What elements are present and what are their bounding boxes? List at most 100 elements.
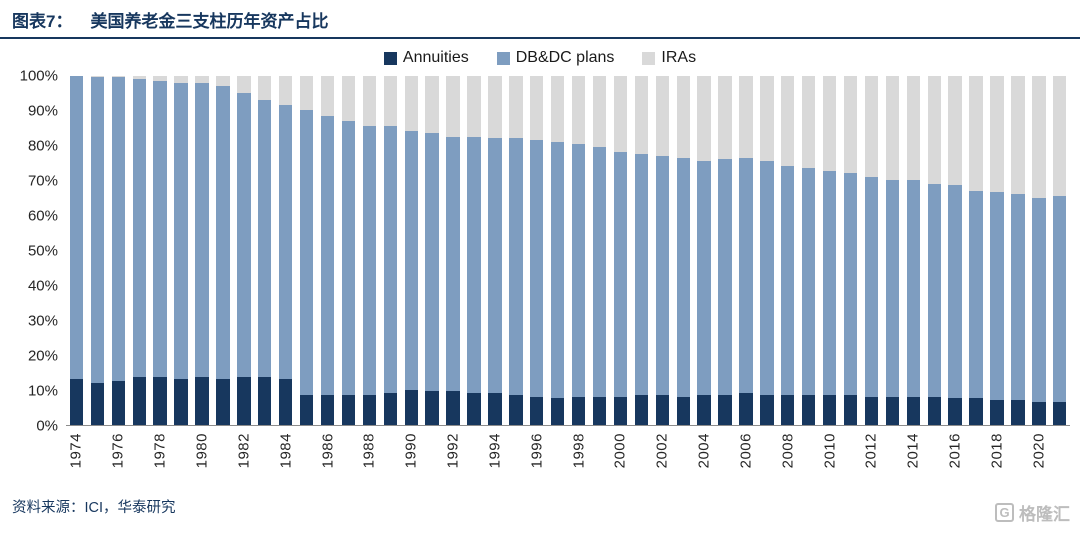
bar-segment-db-dc-plans	[216, 85, 230, 380]
stacked-bar	[425, 75, 439, 425]
bar-segment-iras	[467, 75, 481, 137]
bar-segment-db-dc-plans	[969, 190, 983, 399]
bar-column	[736, 75, 757, 425]
bar-segment-db-dc-plans	[404, 131, 418, 390]
stacked-bar	[320, 75, 335, 425]
bar-column	[212, 75, 233, 425]
x-tick: 1990	[401, 426, 422, 490]
chart-number-label: 图表7：	[12, 12, 73, 31]
bar-segment-iras	[278, 75, 293, 106]
bar-segment-db-dc-plans	[864, 176, 879, 397]
bar-segment-db-dc-plans	[655, 155, 669, 395]
legend-label: IRAs	[661, 49, 697, 66]
bar-column	[777, 75, 798, 425]
x-tick: 2006	[736, 426, 757, 490]
bar-segment-iras	[174, 75, 188, 83]
stacked-bar	[488, 75, 502, 425]
bar-segment-iras	[216, 75, 230, 86]
bar-segment-db-dc-plans	[697, 161, 711, 395]
bar-column	[840, 75, 861, 425]
bar-segment-iras	[509, 75, 523, 139]
x-tick	[798, 426, 819, 490]
bar-segment-iras	[739, 75, 753, 158]
bar-column	[150, 75, 171, 425]
bar-segment-db-dc-plans	[467, 136, 481, 394]
bar-segment-annuities	[843, 394, 858, 425]
bar-column	[317, 75, 338, 425]
bar-segment-annuities	[153, 377, 167, 425]
bar-column	[108, 75, 129, 425]
y-tick-label: 60%	[27, 207, 58, 224]
bar-segment-annuities	[634, 394, 649, 425]
stacked-bar	[258, 75, 272, 425]
y-tick-label: 90%	[27, 102, 58, 119]
x-tick-label: 2004	[695, 432, 713, 468]
y-tick-label: 0%	[36, 417, 58, 434]
bar-segment-annuities	[948, 398, 962, 425]
x-tick-label: 2014	[904, 432, 922, 468]
legend-item: Annuities	[383, 49, 469, 67]
bar-column	[275, 75, 296, 425]
stacked-bar	[362, 75, 377, 425]
x-tick: 1994	[484, 426, 505, 490]
x-tick: 2014	[903, 426, 924, 490]
bar-segment-iras	[530, 75, 544, 141]
x-tick	[756, 426, 777, 490]
bar-segment-iras	[362, 75, 377, 127]
bar-column	[945, 75, 966, 425]
x-tick-label: 2006	[737, 432, 755, 468]
legend-swatch-icon	[642, 51, 656, 65]
bar-segment-annuities	[990, 400, 1004, 425]
bar-segment-annuities	[655, 394, 669, 425]
x-tick: 1976	[108, 426, 129, 490]
bar-segment-annuities	[550, 398, 565, 425]
bar-column	[924, 75, 945, 425]
bar-segment-db-dc-plans	[237, 92, 251, 378]
stacked-bar	[718, 75, 732, 425]
y-tick-label: 80%	[27, 137, 58, 154]
stacked-bar	[927, 75, 941, 425]
bar-segment-annuities	[446, 391, 460, 425]
stacked-bar	[550, 75, 565, 425]
bar-segment-iras	[425, 75, 439, 134]
bar-segment-db-dc-plans	[948, 185, 962, 399]
bar-segment-db-dc-plans	[990, 192, 1004, 401]
bar-segment-annuities	[1053, 401, 1067, 425]
x-tick-label: 1978	[151, 432, 169, 468]
bar-segment-iras	[488, 75, 502, 139]
x-tick	[87, 426, 108, 490]
watermark-text: 格隆汇	[1019, 505, 1070, 524]
bar-column	[296, 75, 317, 425]
bar-segment-iras	[906, 75, 921, 181]
bar-segment-iras	[781, 75, 795, 167]
bar-segment-annuities	[592, 396, 607, 425]
x-tick: 1986	[317, 426, 338, 490]
bar-column	[505, 75, 526, 425]
bar-segment-db-dc-plans	[550, 141, 565, 399]
legend-label: Annuities	[402, 49, 469, 66]
bar-segment-db-dc-plans	[299, 110, 314, 395]
stacked-bar	[111, 75, 125, 425]
x-tick-label: 2016	[946, 432, 964, 468]
bar-segment-db-dc-plans	[1011, 194, 1025, 401]
bar-segment-annuities	[885, 396, 900, 425]
stacked-bar	[1032, 75, 1046, 425]
bar-segment-iras	[634, 75, 649, 155]
bar-segment-annuities	[174, 379, 188, 425]
bar-column	[233, 75, 254, 425]
bar-column	[526, 75, 547, 425]
bar-segment-iras	[990, 75, 1004, 193]
stacked-bar	[132, 75, 146, 425]
bar-segment-db-dc-plans	[781, 166, 795, 395]
x-tick	[422, 426, 443, 490]
bar-segment-db-dc-plans	[571, 143, 586, 397]
bar-column	[66, 75, 87, 425]
bar-segment-iras	[111, 75, 125, 78]
x-tick	[380, 426, 401, 490]
bar-segment-annuities	[509, 394, 523, 425]
bar-column	[631, 75, 652, 425]
bar-column	[756, 75, 777, 425]
stacked-bar	[655, 75, 669, 425]
x-tick-label: 1984	[277, 432, 295, 468]
bar-segment-annuities	[864, 396, 879, 425]
